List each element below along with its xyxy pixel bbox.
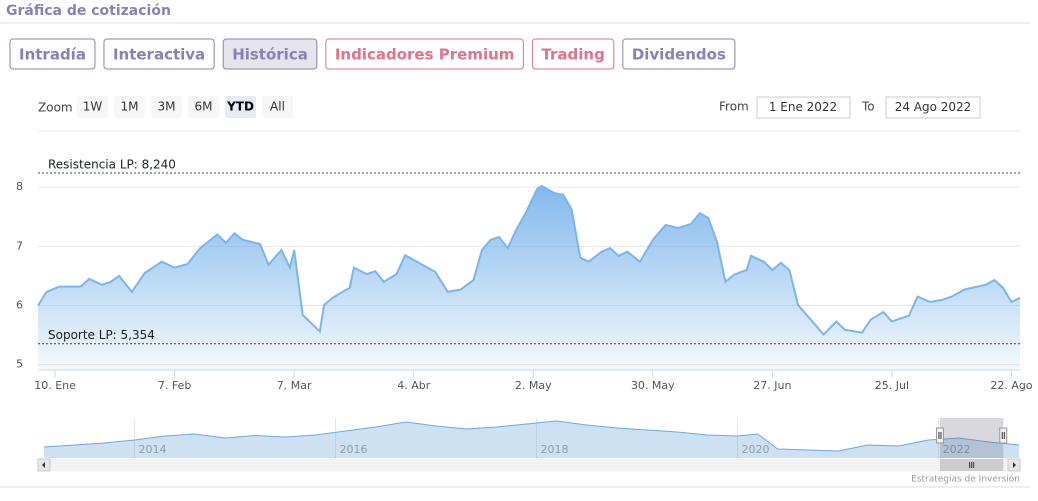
navigator-area xyxy=(44,421,1019,458)
tab[interactable] xyxy=(9,38,96,70)
zoom-button[interactable] xyxy=(262,96,293,118)
zoom-button-label[interactable]: All xyxy=(270,100,285,114)
to-value[interactable]: 24 Ago 2022 xyxy=(895,100,972,114)
tab-label[interactable]: Histórica xyxy=(232,46,308,64)
x-tick-label: 7. Feb xyxy=(158,379,191,392)
x-tick-label: 4. Abr xyxy=(397,379,430,392)
navigator-handle[interactable] xyxy=(935,427,944,444)
from-input[interactable] xyxy=(756,96,851,119)
to-input[interactable] xyxy=(885,96,981,119)
zoom-button-label[interactable]: 6M xyxy=(195,100,213,114)
credit: Estrategias de Inversión xyxy=(911,474,1020,485)
tab-label[interactable]: Indicadores Premium xyxy=(335,46,515,64)
plot-line-label: Soporte LP: 5,354 xyxy=(48,328,155,342)
zoom-button-label[interactable]: YTD xyxy=(226,100,254,114)
tab[interactable] xyxy=(531,38,615,70)
navigator-tick-label: 2022 xyxy=(943,443,971,456)
price-line xyxy=(37,184,1021,336)
zoom-button-label[interactable]: 1M xyxy=(121,100,139,114)
x-tick-label: 30. May xyxy=(631,379,675,392)
x-tick-label: 10. Ene xyxy=(34,379,76,392)
y-tick-label: 6 xyxy=(16,299,23,312)
navigator-line xyxy=(43,420,1020,452)
plot-line-label: Resistencia LP: 8,240 xyxy=(48,157,176,171)
zoom-label: Zoom xyxy=(38,101,73,115)
scroll-right-arrow xyxy=(1013,462,1016,468)
price-area xyxy=(38,186,1020,370)
x-tick-label: 7. Mar xyxy=(277,379,312,392)
y-tick-label: 5 xyxy=(16,358,23,371)
from-label: From xyxy=(719,100,749,114)
navigator-tick-label: 2020 xyxy=(742,443,770,456)
navigator-mask[interactable] xyxy=(939,418,1004,458)
tab-label[interactable]: Dividendos xyxy=(632,46,726,64)
zoom-button[interactable] xyxy=(188,96,219,118)
x-tick-label: 22. Ago xyxy=(990,379,1032,392)
zoom-button[interactable] xyxy=(151,96,182,118)
tab[interactable] xyxy=(622,38,736,70)
x-tick-label: 27. Jun xyxy=(753,379,791,392)
navigator-tick-label: 2018 xyxy=(541,443,569,456)
zoom-button[interactable] xyxy=(225,96,256,118)
scroll-left-arrow xyxy=(42,462,45,468)
zoom-button-label[interactable]: 1W xyxy=(83,100,103,114)
to-label: To xyxy=(861,100,875,114)
tab-label[interactable]: Interactiva xyxy=(113,46,205,64)
x-tick-label: 2. May xyxy=(515,379,552,392)
navigator-bg xyxy=(38,418,1020,458)
scrollbar-track xyxy=(37,458,1021,472)
tab[interactable] xyxy=(325,38,524,70)
tab[interactable] xyxy=(103,38,215,70)
navigator-tick-label: 2014 xyxy=(138,443,166,456)
widget-title: Gráfica de cotización xyxy=(6,3,171,19)
x-tick-label: 25. Jul xyxy=(875,379,909,392)
zoom-button[interactable] xyxy=(77,96,108,118)
zoom-button[interactable] xyxy=(114,96,145,118)
navigator-handle[interactable] xyxy=(999,427,1008,444)
navigator-tick-label: 2016 xyxy=(340,443,368,456)
tab-label[interactable]: Trading xyxy=(541,46,604,64)
tab[interactable] xyxy=(222,38,318,70)
from-value[interactable]: 1 Ene 2022 xyxy=(769,100,837,114)
tab-label[interactable]: Intradía xyxy=(19,46,86,64)
zoom-button-label[interactable]: 3M xyxy=(158,100,176,114)
y-tick-label: 7 xyxy=(16,239,23,252)
y-tick-label: 8 xyxy=(16,180,23,193)
